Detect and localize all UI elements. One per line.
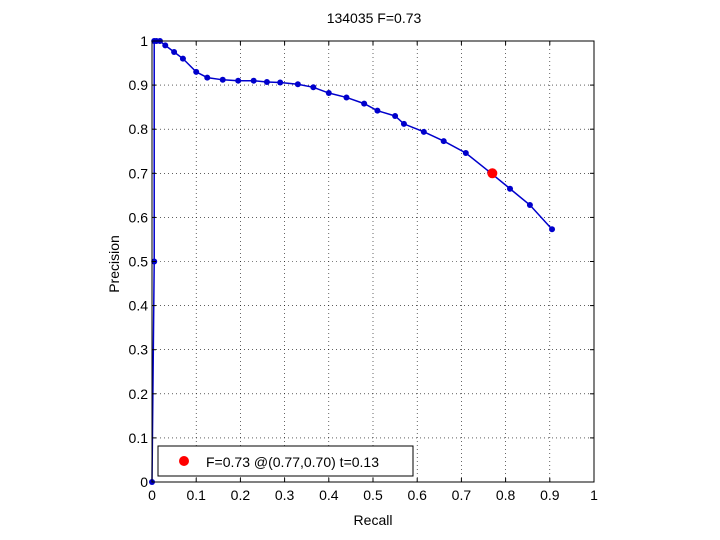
data-point (325, 90, 332, 97)
x-tick-label: 0.9 (540, 487, 560, 503)
data-point (310, 84, 317, 91)
y-tick-label: 0.5 (129, 254, 149, 270)
data-point (440, 138, 447, 145)
legend-box (157, 445, 414, 477)
x-tick-label: 0 (148, 487, 156, 503)
x-tick-label: 0.2 (231, 487, 251, 503)
data-point (263, 79, 270, 86)
data-point (250, 77, 257, 84)
data-point (235, 77, 242, 84)
y-tick-label: 1 (140, 33, 148, 49)
y-tick-label: 0.6 (129, 209, 149, 225)
y-axis-label: Precision (106, 235, 122, 293)
highlight-group (487, 168, 498, 179)
legend-label: F=0.73 @(0.77,0.70) t=0.13 (206, 454, 379, 470)
data-point (526, 202, 533, 209)
data-point (361, 100, 368, 107)
data-point (420, 128, 427, 135)
x-tick-label: 0.3 (275, 487, 295, 503)
data-point (162, 42, 169, 49)
best-f-point (487, 168, 498, 179)
y-tick-label: 0.9 (129, 77, 149, 93)
y-tick-label: 0.2 (129, 386, 149, 402)
data-point (171, 49, 178, 56)
ticks: 0 0.1 0.2 0.3 0.4 0.5 0.6 0.7 0.8 0.9 1 0 0.1 0.2 0.3 0… (129, 33, 599, 503)
y-tick-label: 0.7 (129, 165, 149, 181)
y-tick-label: 0.4 (129, 298, 149, 314)
y-tick-label: 0.3 (129, 342, 149, 358)
data-point (204, 74, 211, 81)
grid (152, 41, 594, 482)
data-point (507, 185, 514, 192)
y-tick-label: 0.8 (129, 121, 149, 137)
x-axis-label: Recall (354, 512, 393, 528)
x-tick-label: 1 (590, 487, 598, 503)
data-point (193, 68, 200, 75)
x-tick-label: 0.1 (186, 487, 206, 503)
y-tick-label: 0.1 (129, 430, 149, 446)
data-point (462, 150, 469, 157)
data-point (549, 226, 556, 233)
y-tick-label: 0 (140, 474, 148, 490)
data-point (219, 76, 226, 83)
chart-title: 134035 F=0.73 (327, 10, 422, 26)
data-point (343, 94, 350, 101)
data-point (179, 55, 186, 62)
x-tick-label: 0.5 (363, 487, 383, 503)
legend-marker (179, 456, 189, 466)
data-point (400, 120, 407, 127)
x-tick-label: 0.6 (407, 487, 427, 503)
series-group (149, 38, 556, 485)
legend: F=0.73 @(0.77,0.70) t=0.13 (157, 445, 414, 477)
data-point (294, 81, 301, 88)
x-tick-label: 0.4 (319, 487, 339, 503)
data-point (374, 107, 381, 114)
data-point (277, 79, 284, 86)
x-tick-label: 0.8 (496, 487, 516, 503)
x-tick-label: 0.7 (452, 487, 472, 503)
data-point (392, 112, 399, 119)
